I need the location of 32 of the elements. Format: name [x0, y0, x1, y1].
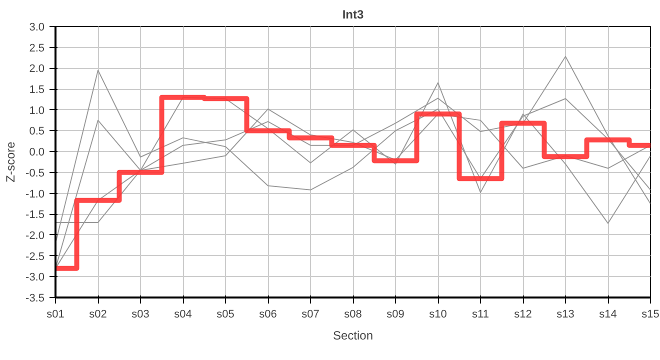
y-tick-label: -0.5 — [26, 167, 45, 180]
y-tick-label: 0.0 — [29, 146, 45, 159]
x-tick-label: s03 — [132, 308, 150, 320]
x-tick-label: s09 — [386, 308, 404, 320]
y-tick-label: -2.0 — [26, 230, 45, 242]
x-tick-label: s15 — [642, 308, 660, 320]
y-tick-label: -3.0 — [26, 272, 45, 284]
chart-title: Int3 — [342, 8, 364, 22]
x-tick-label: s05 — [216, 308, 234, 320]
x-tick-label: s02 — [89, 308, 107, 320]
x-tick-label: s06 — [259, 308, 277, 320]
y-tick-label: 2.0 — [29, 63, 45, 76]
x-tick-label: s12 — [514, 308, 532, 320]
x-axis-title: Section — [332, 328, 374, 342]
x-tick-label: s01 — [46, 308, 64, 320]
y-tick-label: 1.0 — [29, 104, 45, 117]
y-tick-label: 1.5 — [29, 84, 45, 96]
y-tick-label: -3.5 — [26, 292, 45, 304]
x-tick-label: s11 — [472, 308, 489, 320]
x-tick-label: s13 — [556, 308, 574, 320]
y-tick-label: -2.5 — [26, 250, 45, 263]
y-tick-label: -1.0 — [26, 188, 45, 200]
y-axis-title: Z-score — [4, 141, 18, 182]
y-tick-label: 3.0 — [29, 22, 45, 34]
y-tick-label: -1.5 — [26, 209, 45, 222]
y-tick-label: 2.5 — [29, 42, 45, 54]
x-tick-label: s10 — [429, 308, 447, 320]
x-tick-label: s14 — [599, 308, 617, 320]
x-tick-label: s08 — [344, 308, 362, 320]
x-tick-label: s04 — [174, 308, 192, 320]
x-tick-label: s07 — [302, 308, 320, 320]
y-tick-label: 0.5 — [29, 126, 45, 138]
